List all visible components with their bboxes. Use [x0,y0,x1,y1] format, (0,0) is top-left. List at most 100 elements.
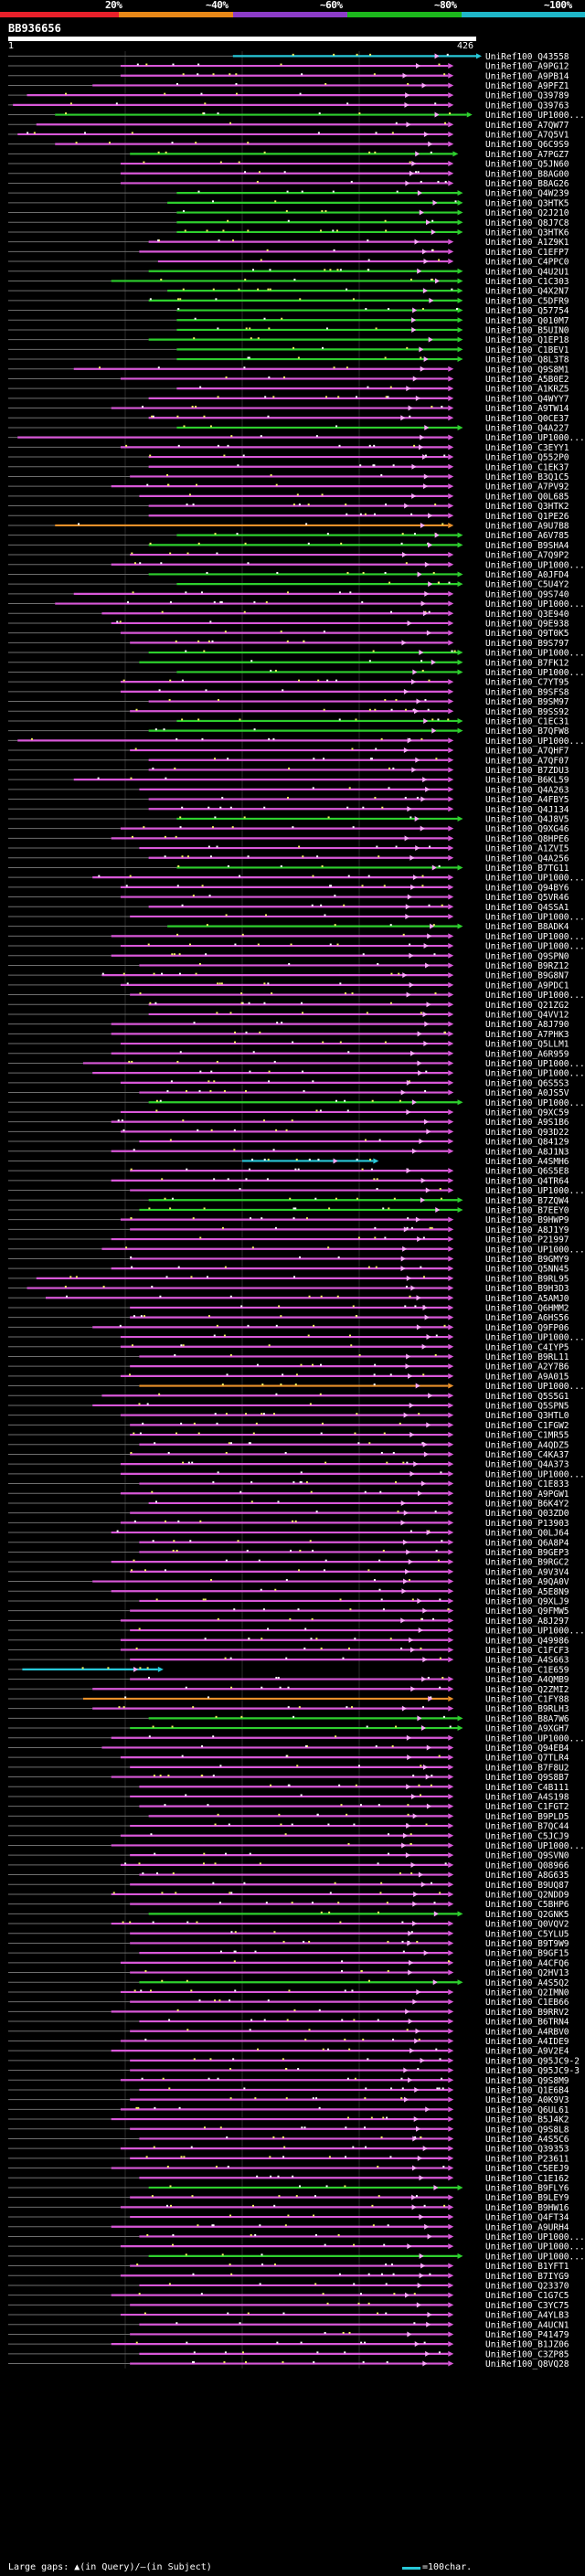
gap-marker [220,982,223,985]
alignment-arrow [448,991,454,998]
gap-marker [227,2312,229,2315]
gap-marker [320,1647,323,1649]
gap-marker [434,992,437,995]
alignment-arrow [448,1520,454,1526]
alignment-arrow [457,209,463,216]
subject-gap-marker [402,972,408,979]
alignment-arrow [448,1187,454,1193]
gap-marker [216,1060,218,1063]
gap-marker [337,1256,340,1258]
gap-marker [435,2048,438,2051]
hit-label: UniRef100_C5YLU5 [485,1929,569,1939]
gap-marker [387,1970,389,1973]
gap-marker [232,2058,235,2061]
alignment-arrow [457,2253,463,2259]
gap-marker [196,483,198,486]
gap-marker [233,1960,236,1963]
hit-label: UniRef100_B7FK12 [485,658,569,668]
hit-label: UniRef100_UP1000... [485,737,585,747]
hit-label: UniRef100_A9V3V4 [485,1567,569,1577]
alignment-arrow [448,1285,454,1291]
hit-label: UniRef100_Q4W239 [485,189,569,199]
alignment-arrow [448,640,454,646]
gap-marker [139,992,142,995]
gap-marker [353,2019,356,2021]
hit-row: UniRef100_Q6S5E8 [8,1167,569,1177]
hit-label: UniRef100_A4SMH6 [485,1157,569,1167]
gap-marker [362,953,365,956]
alignment-arrow [448,1774,454,1780]
alignment-arrow [448,630,454,636]
subject-gap-marker [417,1715,422,1722]
hit-label: UniRef100_C3YC75 [485,2301,569,2311]
hit-label: UniRef100_Q8VQ28 [485,2359,569,2369]
hit-label: UniRef100_Q6S5E8 [485,1167,569,1177]
gap-marker [248,1442,250,1445]
gap-marker [367,1979,370,1982]
alignment-arrow [448,473,454,480]
gap-marker [311,1617,314,1620]
gap-marker [133,1315,135,1318]
gap-marker [173,953,176,956]
alignment-arrow [448,737,454,744]
subject-gap-marker [411,317,417,323]
gap-marker [408,1579,410,1582]
gap-marker [384,699,387,702]
gap-marker [355,1784,357,1786]
gap-marker [185,2253,187,2256]
gap-marker [356,1197,358,1200]
gap-marker [435,1334,438,1337]
gap-marker [138,1627,141,1630]
gap-marker [205,689,207,692]
gap-marker [299,1549,302,1552]
subject-gap-marker [403,2067,409,2073]
gap-marker [226,1373,229,1376]
gap-marker [269,288,271,291]
hit-label: UniRef100_Q94BY6 [485,883,569,893]
gap-marker [204,1598,207,1601]
alignment-arrow [448,1402,454,1408]
hit-label: UniRef100_Q5VR46 [485,893,569,903]
scale-bar-red [0,12,119,17]
alignment-arrow [448,2223,454,2230]
hit-row: UniRef100_A5E8N9 [8,1587,569,1597]
gap-marker [117,1119,120,1122]
subject-gap-marker [427,542,432,548]
gap-marker [388,581,391,584]
gap-marker [75,1276,78,1278]
hit-label: UniRef100_UP1000... [485,111,585,121]
gap-marker [327,1246,330,1249]
hit-label: UniRef100_C4IYP5 [485,1342,569,1352]
gap-marker [254,1950,257,1953]
alignment-arrow [448,2243,454,2250]
gap-marker [334,895,336,897]
alignment-arrow [448,1647,454,1653]
subject-gap-marker [420,600,426,607]
gap-marker [203,2126,206,2129]
gap-marker [255,1422,258,1425]
gap-marker [298,1569,301,1572]
gap-marker [301,1070,303,1073]
subject-gap-marker [411,2194,417,2200]
gap-marker [263,1002,266,1004]
gap-marker [298,504,301,506]
gap-marker [286,640,289,642]
gap-marker [447,1960,450,1963]
gap-marker [298,1706,301,1709]
subject-gap-marker [404,835,410,842]
gap-marker [317,132,320,134]
gap-marker [146,483,149,486]
subject-gap-marker [428,513,433,519]
gap-marker [214,1413,217,1415]
gap-marker [299,2185,302,2188]
hit-row: UniRef100_A7QHF7 [8,747,569,757]
alignment-arrow [448,1461,454,1468]
gap-marker [138,2293,141,2295]
gap-marker [383,2243,386,2246]
gap-marker [176,737,178,740]
hit-label: UniRef100_C3ZP85 [485,2349,569,2359]
gap-marker [169,1207,172,1210]
gap-marker [129,1921,132,1924]
gap-marker [405,1286,408,1288]
gap-marker [177,444,180,447]
